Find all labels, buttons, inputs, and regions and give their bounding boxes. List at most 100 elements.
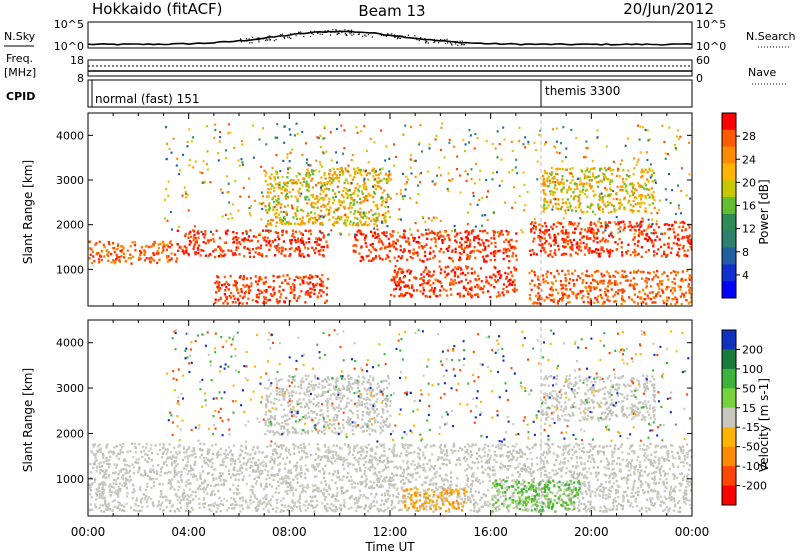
power-point	[543, 192, 546, 195]
power-point	[642, 298, 645, 301]
velocity-point	[580, 463, 583, 466]
velocity-point	[608, 474, 611, 477]
power-point	[420, 277, 423, 280]
power-point	[449, 179, 452, 182]
power-point	[353, 167, 356, 170]
velocity-point	[683, 454, 686, 458]
velocity-point	[215, 477, 218, 480]
power-point	[205, 125, 208, 128]
power-point	[302, 177, 305, 180]
power-point	[426, 295, 429, 298]
velocity-point	[441, 477, 444, 480]
power-point	[298, 223, 301, 226]
power-point	[586, 210, 589, 214]
power-point	[583, 176, 586, 180]
noise-search-dot	[461, 43, 463, 46]
power-point	[297, 171, 300, 175]
power-point	[597, 270, 600, 273]
power-point	[403, 194, 406, 198]
power-point	[241, 143, 244, 146]
power-point	[647, 296, 650, 300]
velocity-point	[265, 494, 268, 497]
power-point	[634, 229, 637, 232]
power-point	[283, 141, 286, 144]
power-point	[608, 255, 611, 258]
power-point	[364, 242, 367, 245]
velocity-point	[332, 444, 335, 447]
power-point	[116, 244, 119, 248]
velocity-point	[389, 460, 392, 463]
power-point	[182, 250, 185, 253]
velocity-point	[143, 469, 146, 473]
power-point	[546, 180, 549, 183]
power-point	[680, 277, 683, 281]
power-point	[296, 248, 299, 251]
velocity-point	[505, 476, 508, 479]
power-point	[573, 182, 577, 186]
power-point	[647, 139, 650, 142]
velocity-point	[320, 481, 323, 484]
noise-search-dot	[434, 41, 436, 43]
power-point	[317, 181, 320, 185]
power-point	[349, 201, 352, 205]
power-point	[186, 145, 189, 148]
power-point	[623, 223, 626, 226]
velocity-point	[369, 507, 372, 510]
power-point	[668, 223, 671, 227]
power-point	[527, 140, 530, 143]
velocity-point	[391, 484, 394, 487]
power-point	[462, 294, 466, 297]
power-point	[654, 301, 657, 304]
power-point	[600, 180, 603, 183]
power-point	[577, 248, 580, 251]
velocity-point	[111, 450, 114, 454]
velocity-point	[384, 464, 387, 467]
power-point	[606, 285, 610, 288]
power-point	[286, 181, 289, 184]
power-point	[255, 235, 258, 239]
power-point	[532, 302, 535, 305]
power-point	[422, 279, 425, 282]
velocity-point	[615, 479, 618, 483]
velocity-point	[137, 504, 140, 508]
velocity-point	[652, 465, 655, 468]
velocity-point	[674, 485, 677, 489]
power-point	[518, 126, 521, 129]
power-point	[349, 174, 352, 177]
velocity-point	[512, 449, 515, 452]
power-point	[444, 276, 447, 279]
power-point	[210, 230, 212, 233]
power-point	[409, 270, 413, 273]
power-point	[240, 290, 243, 293]
power-point	[682, 244, 685, 248]
power-point	[291, 207, 294, 210]
power-point	[454, 281, 458, 285]
power-point	[492, 273, 495, 276]
velocity-point	[165, 464, 168, 467]
power-point	[621, 295, 624, 298]
velocity-point	[173, 510, 176, 513]
power-point	[291, 148, 294, 151]
power-point	[560, 283, 563, 287]
power-point	[281, 230, 284, 234]
power-point	[595, 251, 598, 255]
power-point	[578, 183, 581, 186]
power-point	[627, 175, 630, 178]
power-point	[311, 246, 314, 249]
power-point	[561, 175, 564, 178]
power-point	[258, 292, 261, 295]
power-point	[636, 302, 639, 305]
power-point	[633, 228, 636, 232]
power-point	[600, 279, 603, 283]
power-point	[133, 244, 137, 247]
velocity-point	[358, 506, 361, 509]
power-point	[300, 192, 303, 195]
power-point	[565, 147, 568, 150]
power-point	[148, 257, 151, 260]
velocity-point	[357, 499, 360, 502]
power-point	[295, 247, 298, 250]
noise-search-dot	[248, 38, 250, 40]
power-point	[594, 296, 597, 300]
velocity-point	[193, 463, 196, 467]
velocity-point	[438, 486, 441, 489]
